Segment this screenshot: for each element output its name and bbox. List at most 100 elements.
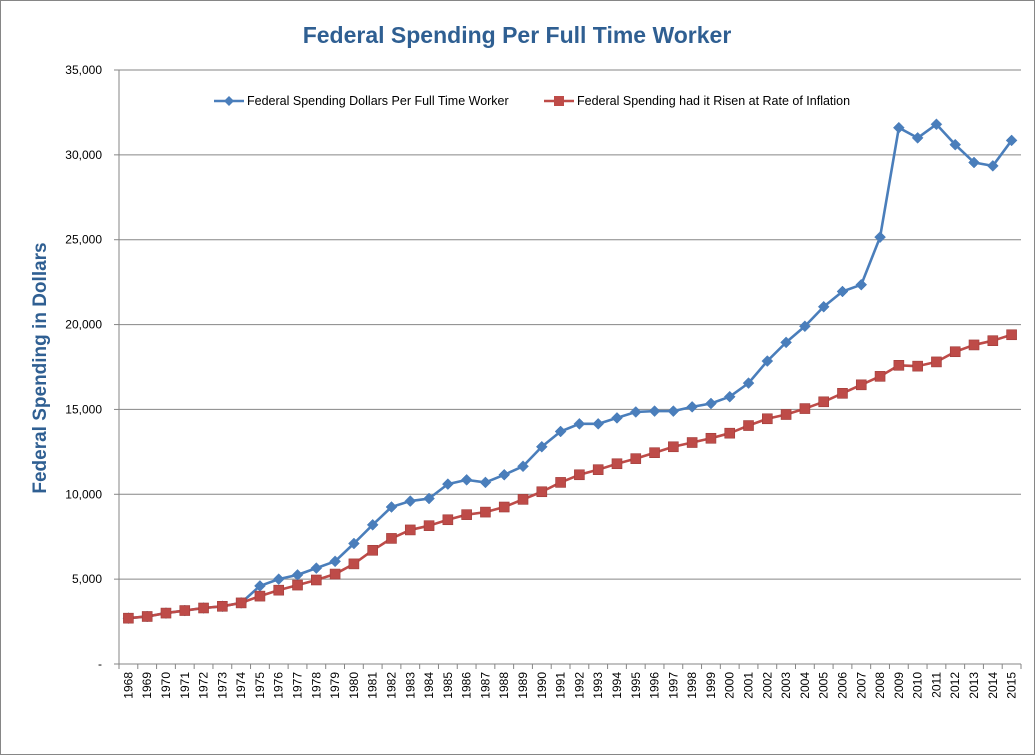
- data-point: [742, 377, 755, 389]
- data-point: [592, 464, 604, 475]
- x-tick-label: 1987: [478, 672, 492, 699]
- y-tick-label: 5,000: [72, 572, 102, 586]
- data-point: [385, 501, 398, 513]
- data-point: [799, 403, 811, 414]
- x-tick-label: 1973: [215, 672, 229, 699]
- data-point: [517, 460, 529, 473]
- data-point: [329, 555, 341, 568]
- x-tick-label: 1999: [704, 672, 718, 699]
- y-tick-label: 20,000: [65, 318, 102, 332]
- data-point: [968, 339, 980, 351]
- x-tick-label: 1989: [516, 672, 530, 699]
- legend-label: Federal Spending had it Risen at Rate of…: [577, 94, 850, 108]
- data-point: [855, 379, 867, 391]
- data-point: [629, 406, 642, 418]
- x-tick-label: 2003: [779, 672, 793, 699]
- y-tick-label: 25,000: [65, 233, 102, 247]
- data-point: [668, 441, 679, 453]
- data-point: [272, 573, 285, 585]
- y-tick-label: 10,000: [65, 487, 102, 501]
- data-point: [686, 437, 698, 448]
- data-point: [423, 492, 435, 505]
- data-point: [893, 360, 905, 371]
- data-point: [574, 469, 585, 481]
- data-point: [310, 562, 323, 574]
- x-tick-label: 1992: [572, 672, 586, 699]
- data-point: [367, 544, 378, 556]
- data-point: [611, 412, 623, 424]
- x-tick-label: 2006: [835, 672, 849, 699]
- data-point: [780, 409, 792, 420]
- x-tick-label: 1979: [328, 672, 342, 699]
- chart-title: Federal Spending Per Full Time Worker: [303, 22, 732, 48]
- x-tick-label: 1974: [234, 672, 248, 699]
- data-point: [762, 413, 773, 425]
- data-point: [535, 440, 548, 453]
- data-point: [1005, 134, 1018, 147]
- legend-item-2: Federal Spending had it Risen at Rate of…: [544, 94, 850, 108]
- data-point: [667, 405, 680, 417]
- x-tick-label: 2011: [929, 672, 943, 698]
- x-tick-label: 2014: [986, 672, 1000, 699]
- x-tick-label: 1985: [441, 672, 455, 699]
- data-point: [817, 300, 830, 313]
- x-tick-label: 1996: [648, 672, 662, 699]
- data-point: [311, 574, 322, 586]
- legend: Federal Spending Dollars Per Full Time W…: [214, 94, 850, 108]
- data-point: [273, 584, 285, 596]
- data-point: [160, 607, 172, 619]
- x-tick-label: 1968: [121, 672, 135, 699]
- x-tick-label: 1997: [666, 672, 680, 699]
- grid-lines: [119, 69, 1021, 580]
- legend-marker: [224, 96, 234, 106]
- data-point: [498, 468, 511, 481]
- data-point: [648, 405, 661, 417]
- x-tick-label: 1972: [197, 672, 211, 699]
- x-tick-label: 2012: [948, 672, 962, 699]
- data-point: [592, 418, 605, 430]
- data-point: [554, 425, 567, 438]
- y-tick-label: 30,000: [65, 148, 102, 162]
- data-point: [930, 118, 943, 131]
- x-tick-label: 1982: [384, 672, 398, 699]
- data-point: [404, 495, 417, 507]
- y-tick-label: 15,000: [65, 402, 102, 416]
- x-tick-label: 2001: [742, 672, 756, 699]
- legend-item-1: Federal Spending Dollars Per Full Time W…: [214, 94, 509, 108]
- data-point: [649, 447, 660, 459]
- x-tick-label: 1969: [140, 672, 154, 699]
- axes: [114, 69, 1022, 669]
- x-tick-label: 2009: [892, 672, 906, 699]
- legend-marker: [554, 96, 564, 106]
- data-point: [705, 397, 717, 410]
- data-point: [874, 231, 886, 244]
- data-point: [573, 418, 586, 430]
- x-tick-label: 1981: [366, 672, 380, 699]
- data-point: [479, 476, 492, 489]
- x-tick-label: 2004: [798, 672, 812, 699]
- data-point: [743, 420, 754, 431]
- data-point: [761, 355, 774, 367]
- series-2: [123, 329, 1017, 624]
- data-point: [968, 156, 980, 169]
- data-point: [217, 600, 228, 612]
- x-tick-label: 1990: [535, 672, 549, 699]
- x-tick-label: 1988: [497, 672, 511, 699]
- x-tick-label: 1991: [554, 672, 568, 699]
- data-point: [461, 509, 472, 520]
- x-tick-label: 1970: [159, 672, 173, 699]
- data-point: [611, 458, 623, 470]
- data-point: [986, 160, 999, 172]
- data-point: [480, 506, 491, 518]
- x-tick-label: 2005: [817, 672, 831, 699]
- data-point: [141, 611, 153, 622]
- data-point: [911, 132, 924, 144]
- data-point: [460, 474, 473, 486]
- x-tick-label: 2013: [967, 672, 981, 699]
- x-tick-label: 1980: [347, 672, 361, 699]
- data-point: [799, 320, 811, 333]
- data-point: [555, 477, 566, 488]
- data-point: [404, 524, 416, 536]
